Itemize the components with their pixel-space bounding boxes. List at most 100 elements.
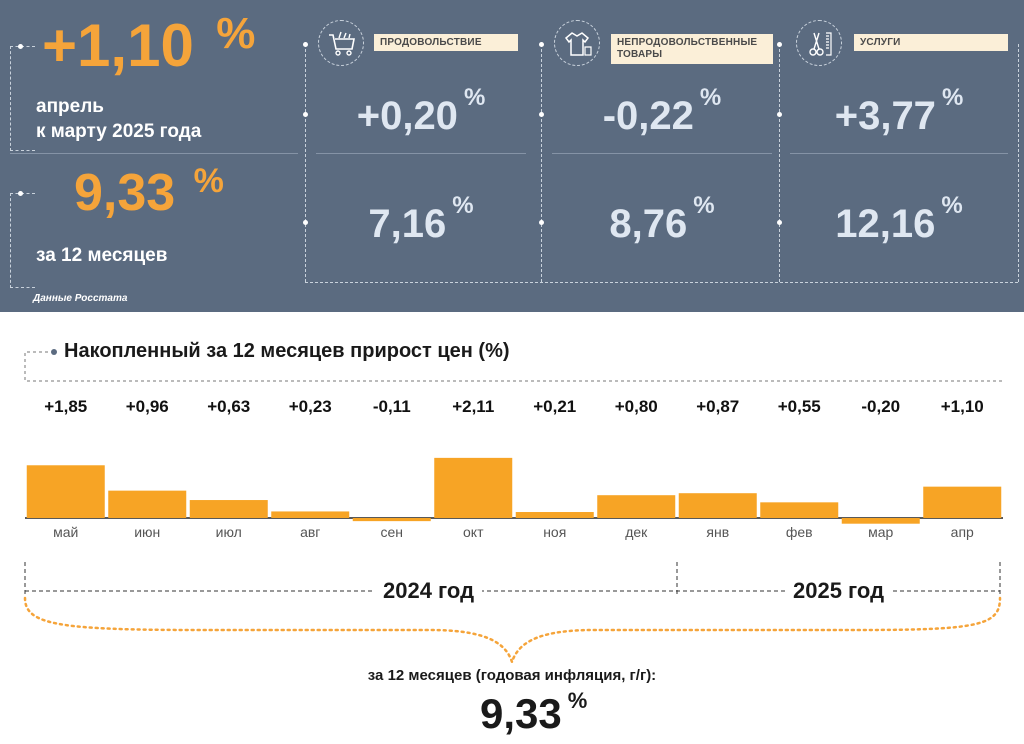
month-label-мар: мар: [868, 524, 893, 540]
bar-июн: [108, 490, 187, 518]
chart-title: Накопленный за 12 месяцев прирост цен (%…: [64, 340, 510, 362]
category-nonfood-annual: 8,76%: [552, 194, 772, 247]
scissors-comb-icon: [796, 20, 842, 66]
row-divider: [316, 153, 526, 154]
value-label-сен: -0,11: [373, 397, 411, 416]
value-label-май: +1,85: [44, 397, 87, 416]
category-nonfood-monthly: -0,22%: [552, 86, 772, 139]
category-food-annual: 7,16%: [316, 194, 526, 247]
annual-caption: за 12 месяцев: [36, 245, 168, 266]
month-caption-line2: к марту 2025 года: [36, 121, 202, 142]
month-label-июн: июн: [134, 524, 160, 540]
bar-мар: [841, 518, 920, 524]
column-dot: [539, 220, 544, 225]
clothes-icon: [554, 20, 600, 66]
month-labels: май июн июл авг сен окт ноя дек янв фев мар апр: [53, 524, 974, 540]
value-unit: %: [941, 192, 963, 219]
value-label-фев: +0,55: [778, 397, 821, 416]
column-dot: [539, 112, 544, 117]
month-bracket: [10, 46, 35, 151]
value-unit: %: [699, 84, 722, 111]
month-label-фев: фев: [786, 524, 813, 540]
month-label-май: май: [53, 524, 78, 540]
column-dot: [777, 42, 782, 47]
bottom-frame: [305, 282, 1018, 283]
bar-дек: [597, 495, 676, 518]
column-dot: [777, 112, 782, 117]
cumulative-price-chart: +1,85 +0,96 +0,63 +0,23 -0,11 +2,11 +0,21 +0,80…: [23, 349, 1003, 667]
bar-апр: [923, 486, 1002, 518]
annual-inflation-value: 9,33%: [480, 688, 588, 738]
month-label-сен: сен: [380, 524, 403, 540]
value-number: 12,16: [835, 202, 936, 246]
category-services-monthly: +3,77%: [790, 86, 1008, 139]
bracket-dot: [18, 191, 23, 196]
value-labels: +1,85 +0,96 +0,63 +0,23 -0,11 +2,11 +0,21 +0,80…: [44, 397, 984, 416]
month-change-value: +1,10 %: [42, 12, 255, 80]
value-unit: %: [463, 84, 486, 111]
bar-авг: [271, 511, 350, 518]
month-label-янв: янв: [706, 524, 729, 540]
month-label-авг: авг: [300, 524, 320, 540]
column-dot: [303, 220, 308, 225]
bar-сен: [352, 518, 431, 522]
row-divider: [10, 153, 298, 154]
bar-май: [26, 465, 105, 518]
annual-change-number: 9,33: [74, 164, 176, 222]
column-divider: [541, 44, 542, 282]
value-number: +0,20: [356, 94, 458, 138]
value-label-ноя: +0,21: [533, 397, 576, 416]
value-number: 8,76: [609, 202, 688, 246]
month-label-июл: июл: [216, 524, 242, 540]
row-divider: [552, 153, 772, 154]
bracket-dot: [18, 44, 23, 49]
category-label-nonfood: НЕПРОДОВОЛЬСТВЕННЫЕ ТОВАРЫ: [611, 34, 773, 64]
bar-фев: [760, 502, 839, 518]
value-label-июл: +0,63: [207, 397, 250, 416]
source-note: Данные Росстата: [33, 293, 128, 304]
value-number: 7,16: [368, 202, 447, 246]
column-divider: [305, 44, 306, 282]
bar-окт: [434, 457, 513, 518]
category-label-services: УСЛУГИ: [854, 34, 1008, 51]
annual-inflation-caption: за 12 месяцев (годовая инфляция, г/г):: [367, 667, 657, 684]
month-label-ноя: ноя: [543, 524, 566, 540]
year-brackets: [23, 562, 1002, 667]
annual-inflation-unit: %: [567, 688, 588, 713]
shopping-cart-icon: [318, 20, 364, 66]
category-services-annual: 12,16%: [790, 194, 1008, 247]
category-food-monthly: +0,20%: [316, 86, 526, 139]
value-unit: %: [452, 192, 474, 219]
column-dot: [777, 220, 782, 225]
annual-change-unit: %: [193, 162, 224, 200]
column-dot: [303, 112, 308, 117]
value-label-дек: +0,80: [615, 397, 658, 416]
category-label-food: ПРОДОВОЛЬСТВИЕ: [374, 34, 518, 51]
month-change-unit: %: [216, 9, 256, 58]
column-dot: [303, 42, 308, 47]
value-number: +3,77: [834, 94, 936, 138]
summary-panel: +1,10 % апрель к марту 2025 года 9,33 % …: [0, 0, 1024, 312]
title-connector: [24, 351, 1003, 382]
title-dot: [51, 349, 57, 355]
annual-brace: [23, 596, 1002, 667]
month-label-апр: апр: [951, 524, 974, 540]
bar-ноя: [515, 512, 594, 518]
chart-frame: [24, 349, 1003, 519]
bar-июл: [189, 500, 268, 518]
value-unit: %: [693, 192, 715, 219]
month-caption-line1: апрель: [36, 96, 104, 117]
month-label-дек: дек: [625, 524, 648, 540]
value-label-июн: +0,96: [126, 397, 169, 416]
year-label-2024: 2024 год: [375, 578, 483, 604]
value-label-мар: -0,20: [861, 397, 900, 416]
month-label-окт: окт: [463, 524, 484, 540]
row-divider: [790, 153, 1008, 154]
annual-inflation-number: 9,33: [480, 690, 562, 737]
bars: [26, 457, 1002, 524]
year-label-2025: 2025 год: [785, 578, 893, 604]
column-divider: [779, 44, 780, 282]
value-label-окт: +2,11: [452, 397, 494, 416]
annual-change-value: 9,33 %: [74, 164, 224, 222]
bar-янв: [678, 493, 757, 518]
